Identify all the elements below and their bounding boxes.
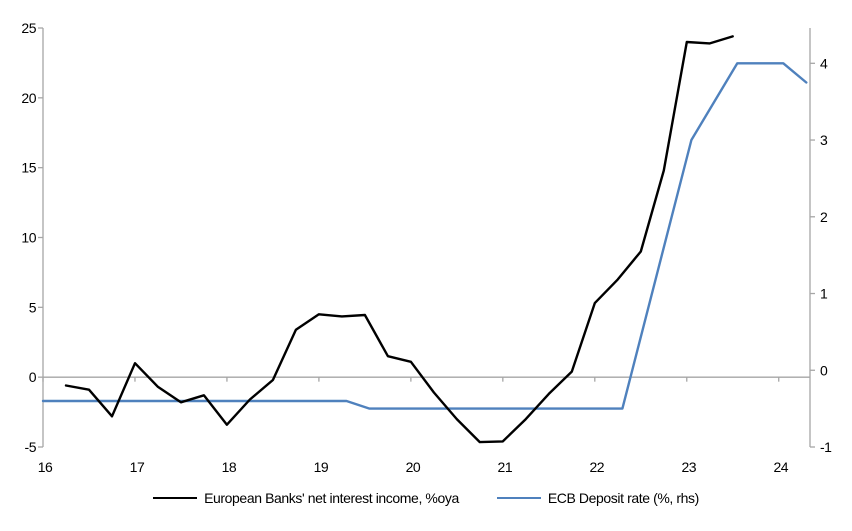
blue-line-swatch-icon	[496, 497, 541, 499]
left-axis-tick-label: 20	[21, 90, 36, 106]
x-axis-tick-label: 22	[590, 459, 605, 475]
x-axis-tick-label: 23	[681, 459, 696, 475]
x-axis-tick-label: 24	[773, 459, 788, 475]
x-axis-tick-label: 18	[222, 459, 237, 475]
right-axis-tick-label: -1	[820, 439, 832, 455]
legend-label-ecb-deposit-rate: ECB Deposit rate (%, rhs)	[547, 490, 699, 506]
chart-legend: European Banks' net interest income, %oy…	[0, 490, 852, 506]
right-axis-tick-label: 0	[820, 362, 828, 378]
left-axis-tick-label: -5	[25, 439, 37, 455]
left-axis-tick-label: 10	[21, 230, 36, 246]
x-axis-tick-label: 17	[130, 459, 145, 475]
left-axis-tick-label: 5	[29, 299, 37, 315]
series-line-net-interest-income	[64, 35, 734, 444]
right-axis-tick-label: 1	[820, 286, 828, 302]
left-axis-tick-label: 15	[21, 160, 36, 176]
x-axis-tick-label: 16	[38, 459, 53, 475]
legend-label-net-interest-income: European Banks' net interest income, %oy…	[204, 490, 459, 506]
legend-item-net-interest-income: European Banks' net interest income, %oy…	[153, 490, 459, 506]
series-line-ecb-deposit-rate	[41, 62, 808, 410]
right-axis-tick-label: 2	[820, 209, 828, 225]
black-line-swatch-icon	[153, 497, 198, 499]
x-axis-tick-label: 21	[498, 459, 513, 475]
left-axis-tick-label: 0	[29, 369, 37, 385]
x-axis-tick-label: 20	[406, 459, 421, 475]
legend-item-ecb-deposit-rate: ECB Deposit rate (%, rhs)	[496, 490, 699, 506]
left-axis-tick-label: 25	[21, 20, 36, 36]
x-axis-tick-label: 19	[314, 459, 329, 475]
right-axis-tick-label: 4	[820, 55, 828, 71]
right-axis-tick-label: 3	[820, 132, 828, 148]
